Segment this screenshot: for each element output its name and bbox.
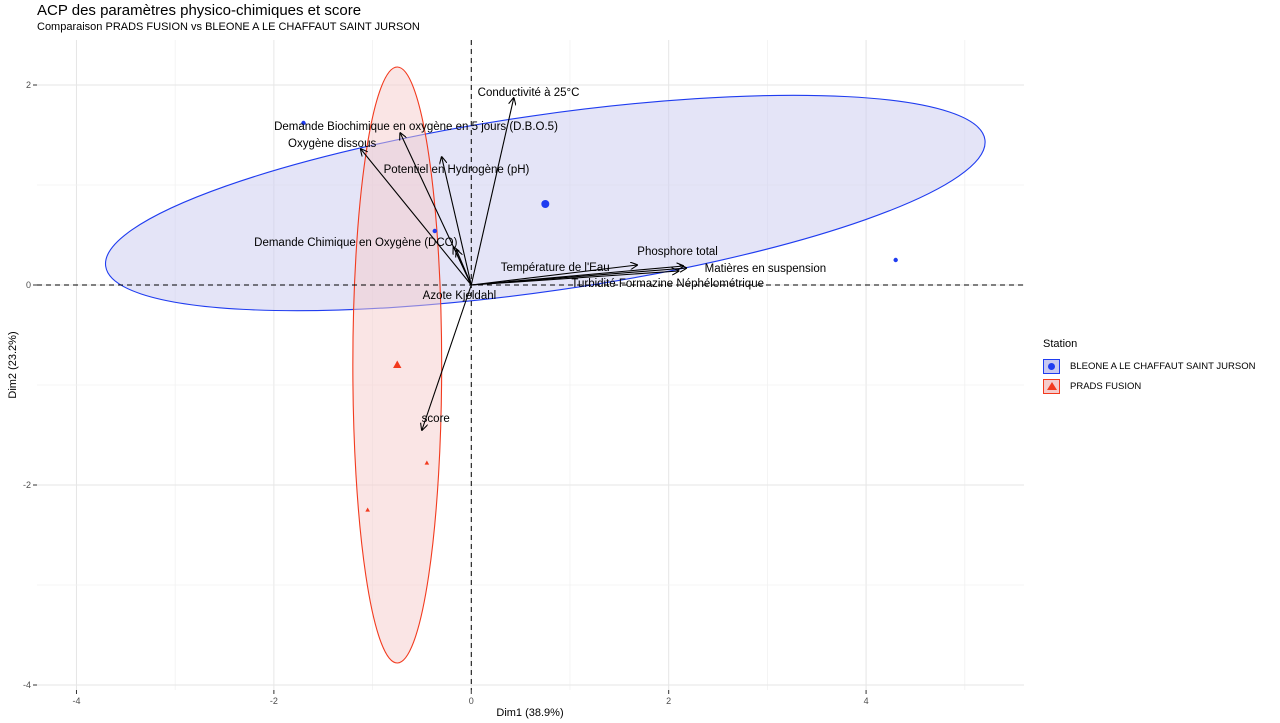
legend-title: Station [1043, 338, 1078, 350]
variable-label: Température de l'Eau [501, 262, 610, 274]
variable-arrow [471, 265, 637, 286]
variable-label: Demande Biochimique en oxygène en 5 jour… [274, 121, 558, 133]
pca-biplot: Conductivité à 25°C Demande Biochimique e… [7, 40, 1024, 719]
x-tick-label: -4 [72, 696, 80, 706]
y-tick-label: 0 [26, 280, 31, 290]
x-tick-label: 2 [666, 696, 671, 706]
y-tick-label: 2 [26, 80, 31, 90]
data-point [893, 257, 898, 263]
legend-label-prads: PRADS FUSION [1070, 380, 1142, 392]
x-axis-label: Dim1 (38.9%) [496, 707, 563, 719]
variable-label: Turbidité Formazine Néphélométrique [571, 278, 764, 290]
x-tick-label: -2 [270, 696, 278, 706]
variable-label: score [422, 413, 450, 425]
variable-label: Phosphore total [637, 246, 718, 258]
x-tick-label: 0 [469, 696, 474, 706]
variable-arrow [470, 98, 513, 286]
y-tick-label: -4 [23, 680, 31, 690]
chart-title: ACP des paramètres physico-chimiques et … [37, 2, 362, 19]
legend-item-bleone: BLEONE A LE CHAFFAUT SAINT JURSON [1043, 356, 1255, 376]
legend-label-bleone: BLEONE A LE CHAFFAUT SAINT JURSON [1070, 360, 1256, 372]
chart-subtitle: Comparaison PRADS FUSION vs BLEONE A LE … [37, 21, 420, 33]
data-point [424, 460, 430, 465]
data-point [301, 120, 306, 126]
variable-arrow [361, 149, 472, 286]
x-tick-label: 4 [864, 696, 869, 706]
variable-label: Matières en suspension [705, 263, 826, 275]
legend-item-prads: PRADS FUSION [1043, 376, 1255, 396]
variable-label: Oxygène dissous [288, 138, 376, 150]
variable-arrow [456, 250, 472, 286]
group-mean-point [393, 360, 402, 369]
variable-label: Conductivité à 25°C [478, 87, 580, 99]
variable-label: Azote Kjeldahl [423, 290, 497, 302]
variable-arrow [422, 284, 472, 430]
y-tick-label: -2 [23, 480, 31, 490]
group-mean-point [541, 200, 550, 208]
variable-label: Demande Chimique en Oxygène (DCO) [254, 237, 457, 249]
variable-label: Potentiel en Hydrogène (pH) [384, 164, 530, 176]
data-point [365, 507, 370, 512]
variable-arrow [442, 157, 472, 286]
data-point [432, 228, 437, 234]
legend-key-bleone [1043, 358, 1060, 374]
legend-key-prads [1043, 378, 1060, 394]
legend: Station BLEONE A LE CHAFFAUT SAINT JURSO… [1043, 338, 1255, 396]
y-axis-label: Dim2 (23.2%) [7, 331, 19, 398]
variable-arrow [471, 271, 678, 286]
